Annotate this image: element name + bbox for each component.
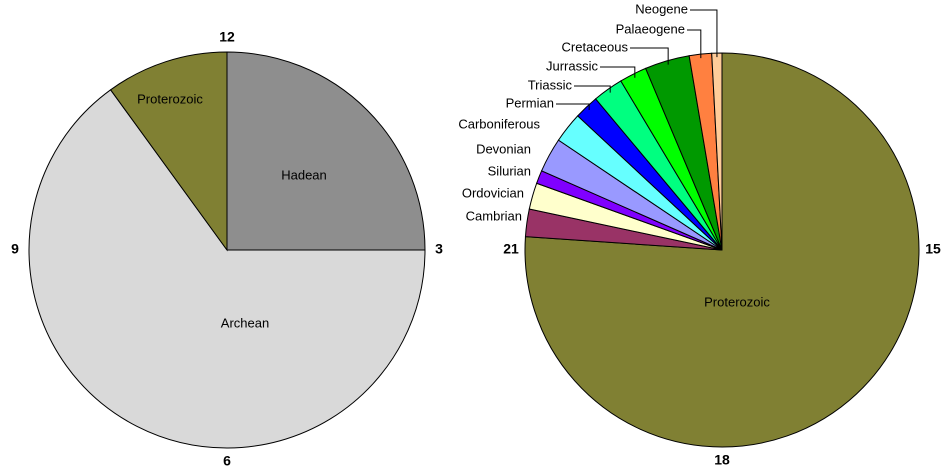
slice-label: Palaeogene <box>616 21 685 36</box>
hour-label: 12 <box>219 29 235 45</box>
slice-label: Proterozoic <box>704 294 770 309</box>
slice-label: Triassic <box>528 77 573 92</box>
leader-line <box>574 85 611 93</box>
slice-label: Permian <box>506 95 554 110</box>
hour-label: 15 <box>925 241 941 257</box>
leader-line <box>600 66 636 78</box>
hour-label: 6 <box>223 453 231 469</box>
slice-label: Cambrian <box>466 208 522 223</box>
pie-slice <box>28 89 426 449</box>
slice-label: Jurrassic <box>546 58 599 73</box>
slice-label: Neogene <box>635 1 688 16</box>
leader-line <box>690 9 718 58</box>
hour-label: 21 <box>503 241 519 257</box>
slice-label: Devonian <box>476 141 531 156</box>
slice-label: Archean <box>221 315 269 330</box>
hour-label: 3 <box>435 241 443 257</box>
pie-slice <box>226 51 426 251</box>
slice-label: Cretaceous <box>562 39 629 54</box>
pie-slice <box>524 52 920 448</box>
leader-line <box>687 29 702 59</box>
pie-slice <box>109 51 228 252</box>
slice-label: Ordovician <box>462 185 524 200</box>
hour-label: 9 <box>11 241 19 257</box>
hour-label: 18 <box>714 452 730 468</box>
leader-line <box>556 103 590 111</box>
slice-label: Silurian <box>488 163 531 178</box>
leader-line <box>630 47 669 65</box>
slice-label: Hadean <box>281 167 327 182</box>
slice-label: Carboniferous <box>458 116 540 131</box>
slice-label: Proterozoic <box>137 91 203 106</box>
